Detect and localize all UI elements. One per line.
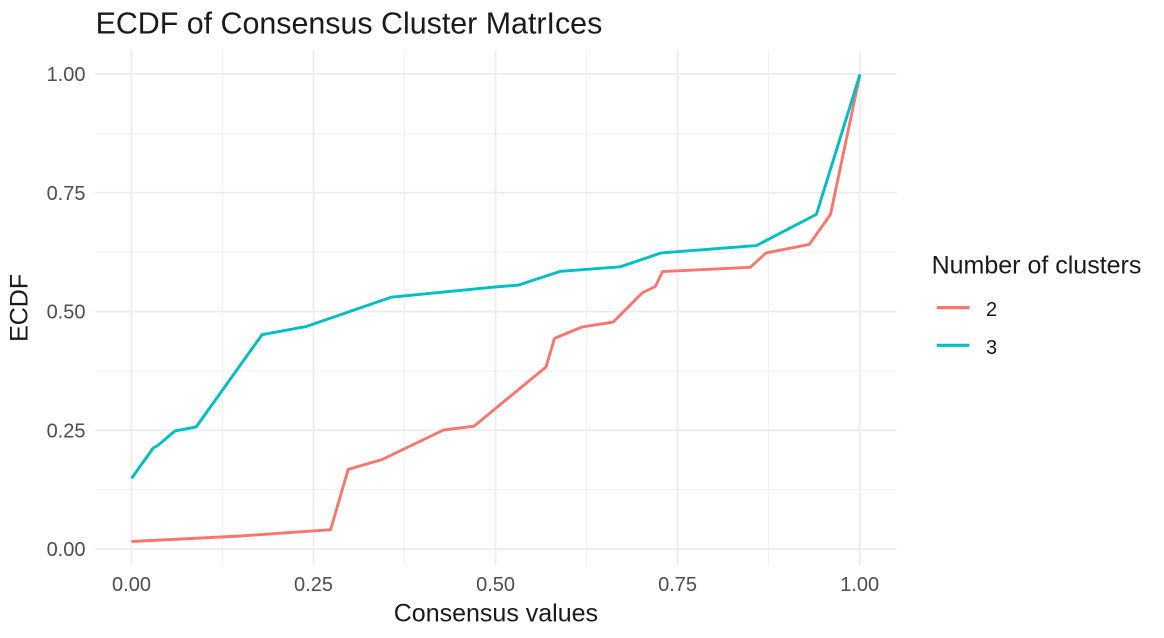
svg-text:0.00: 0.00 <box>47 539 86 561</box>
svg-text:ECDF: ECDF <box>5 274 33 342</box>
svg-text:3: 3 <box>986 337 997 359</box>
svg-text:0.25: 0.25 <box>47 420 86 442</box>
svg-text:0.00: 0.00 <box>112 574 151 596</box>
svg-text:Number of clusters: Number of clusters <box>932 252 1142 280</box>
svg-text:1.00: 1.00 <box>47 64 86 86</box>
svg-text:0.50: 0.50 <box>47 302 86 324</box>
svg-text:0.25: 0.25 <box>294 574 333 596</box>
svg-text:ECDF of Consensus Cluster Matr: ECDF of Consensus Cluster MatrIces <box>96 6 603 40</box>
svg-text:2: 2 <box>986 299 997 321</box>
svg-text:Consensus values: Consensus values <box>394 599 598 627</box>
svg-text:1.00: 1.00 <box>840 574 879 596</box>
svg-text:0.50: 0.50 <box>476 574 515 596</box>
svg-text:0.75: 0.75 <box>658 574 697 596</box>
svg-text:0.75: 0.75 <box>47 183 86 205</box>
